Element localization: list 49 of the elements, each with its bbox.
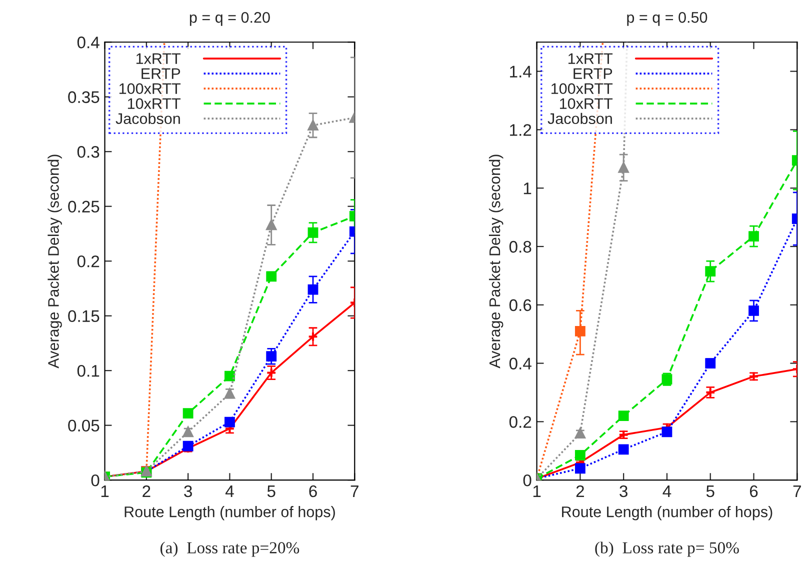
y-tick-label: 0.35 [68,91,100,104]
y-tick-label: 0.05 [68,420,100,432]
x-tick-label: 3 [184,485,192,498]
x-tick-label: 5 [706,486,714,498]
y-tick-label: 0.8 [509,240,532,253]
y-axis-title: Average Packet Delay (second) [48,154,62,368]
y-tick-label: 0.6 [509,299,532,312]
legend-label: 1xRTT [568,53,613,64]
y-tick-label: 1.2 [510,124,532,136]
legend-label: 10xRTT [128,98,181,110]
y-tick-label: 0.4 [509,358,532,370]
legend-label: Jacobson [548,112,612,124]
text: (a) Loss rate p=20% [160,542,300,557]
x-tick-label: 5 [267,486,276,498]
x-tick-label: 1 [101,486,109,498]
y-tick-label: 0.2 [77,255,100,268]
y-tick-label: 0.3 [77,146,100,158]
x-tick-label: 7 [793,486,801,498]
y-tick-label: 0 [91,474,100,486]
x-tick-label: 2 [142,485,150,498]
legend-label: Jacobson [116,112,180,124]
x-tick-label: 4 [225,486,234,498]
y-tick-label: 0.15 [68,310,100,322]
y-tick-label: 0.2 [509,416,532,428]
x-tick-label: 4 [662,486,672,498]
y-tick-label: 0 [523,474,532,486]
chart-title: p = q = 0.20 [190,12,270,26]
y-tick-label: 0.4 [77,36,100,48]
y-tick-label: 0.25 [68,200,100,213]
x-axis-title: Route Length (number of hops) [562,506,772,520]
legend-label: ERTP [574,68,612,79]
legend-label: 100xRTT [119,83,181,94]
x-tick-label: 2 [576,485,584,498]
text: (b) Loss rate p= 50% [595,542,739,557]
x-axis-title: Route Length (number of hops) [124,506,335,520]
x-tick-label: 1 [533,486,541,498]
y-tick-label: 0.1 [77,364,100,377]
x-tick-label: 6 [309,485,317,498]
x-tick-label: 3 [620,485,628,498]
x-tick-label: 7 [350,486,358,498]
legend-label: 100xRTT [551,83,613,94]
legend-label: 10xRTT [560,98,613,110]
legend-label: 1xRTT [136,53,181,64]
y-tick-label: 1.4 [510,66,532,78]
x-tick-label: 6 [750,485,758,498]
y-axis-title: Average Packet Delay (second) [488,154,504,368]
chart-title: p = q = 0.50 [627,12,708,26]
legend-label: ERTP [142,68,180,79]
y-tick-label: 1 [524,182,532,194]
